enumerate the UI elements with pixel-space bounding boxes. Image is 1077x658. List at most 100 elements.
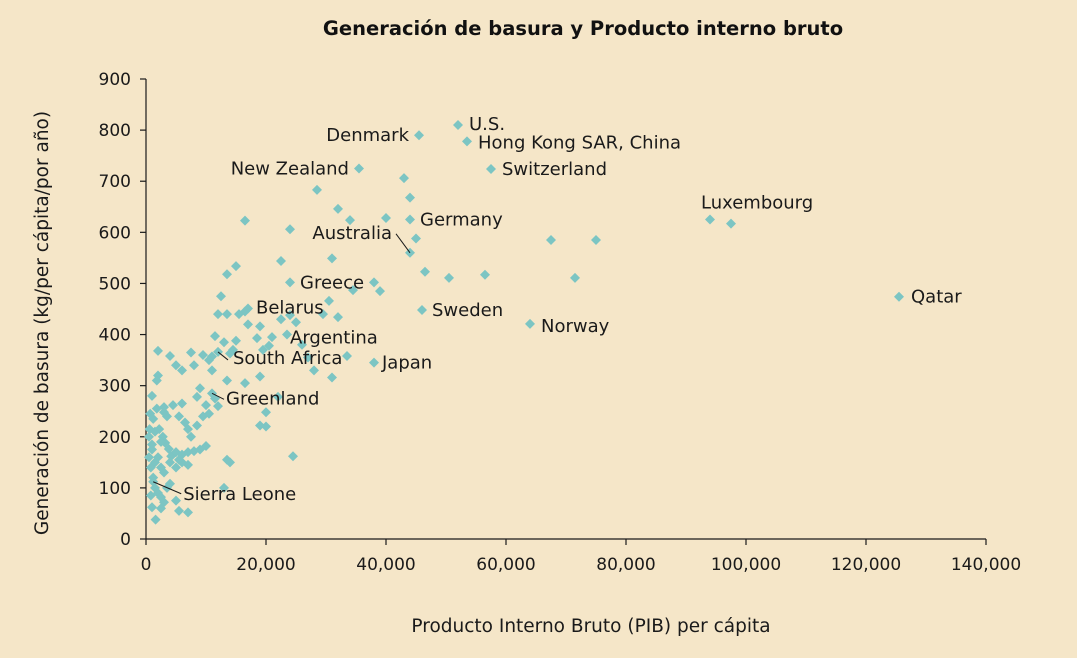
data-point [144, 452, 154, 463]
x-axis-title: Producto Interno Bruto (PIB) per cápita [411, 616, 770, 637]
labeled-data-point [369, 357, 379, 368]
data-point [216, 291, 226, 302]
data-point [303, 352, 313, 363]
data-point [222, 375, 232, 386]
data-point [177, 398, 187, 409]
data-point [252, 333, 262, 344]
data-point [285, 310, 295, 321]
data-point [151, 403, 162, 414]
data-point [570, 272, 580, 283]
labeled-data-point [453, 120, 463, 130]
data-point [324, 295, 334, 306]
data-point [174, 505, 184, 516]
label-leader-line [217, 351, 229, 361]
country-label: New Zealand [231, 158, 349, 179]
country-label: Norway [541, 316, 610, 337]
data-point [327, 372, 337, 383]
data-point [222, 269, 232, 280]
labeled-data-point [894, 291, 904, 302]
country-label: Hong Kong SAR, China [478, 132, 681, 153]
data-point [207, 365, 217, 376]
data-point [156, 503, 166, 514]
x-tick-label: 80,000 [596, 555, 655, 575]
y-tick-label: 400 [99, 326, 131, 346]
labeled-data-point [285, 277, 295, 288]
data-point [219, 482, 229, 493]
country-label: Sweden [432, 300, 503, 321]
data-point [264, 340, 274, 351]
data-point [276, 314, 286, 325]
labeled-data-point [462, 136, 472, 147]
y-tick-label: 700 [99, 172, 131, 192]
data-point [258, 344, 268, 355]
country-label: Switzerland [502, 159, 607, 180]
data-point [147, 502, 157, 513]
data-point [144, 431, 154, 442]
point-labels: U.S. Denmark Hong Kong SAR, China New Zeala… [153, 114, 962, 505]
data-point [345, 215, 355, 226]
data-point [147, 444, 157, 455]
labeled-data-point [705, 214, 715, 225]
data-point [183, 447, 193, 458]
data-point [234, 309, 244, 320]
labeled-data-point [243, 303, 253, 314]
data-point [150, 514, 161, 525]
data-point [411, 233, 421, 244]
country-label: Australia [312, 223, 392, 244]
data-point [261, 407, 271, 418]
data-point [297, 339, 307, 350]
data-point [546, 235, 556, 245]
data-point [312, 184, 322, 195]
data-point [222, 309, 232, 320]
labeled-data-point [354, 163, 364, 174]
data-point [381, 213, 391, 224]
data-point [147, 439, 157, 450]
label-leader-line [153, 481, 182, 495]
data-point [198, 411, 208, 422]
country-label: Luxembourg [701, 193, 813, 214]
data-point [225, 457, 235, 468]
x-tick-label: 100,000 [711, 555, 781, 575]
y-tick-label: 0 [120, 530, 131, 550]
country-label: U.S. [469, 114, 505, 135]
y-axis-title: Generación de basura (kg/per cápita/por … [32, 111, 53, 535]
data-point [291, 317, 301, 328]
data-point [444, 272, 454, 283]
data-point [177, 365, 187, 376]
data-point [267, 332, 277, 343]
x-tick-label: 20,000 [236, 555, 295, 575]
x-tick-label: 120,000 [831, 555, 901, 575]
data-point [159, 407, 169, 418]
data-point [154, 424, 165, 435]
data-point [183, 424, 193, 435]
data-point [189, 360, 199, 371]
data-point [153, 452, 163, 463]
country-label: Denmark [326, 125, 409, 146]
y-tick-label: 900 [99, 70, 131, 90]
data-points [144, 120, 904, 525]
data-point [276, 255, 286, 266]
data-point [342, 351, 352, 362]
data-point [171, 462, 181, 473]
axes: 0 100 200 300 400 500 600 700 800 900 0 20,000 40,00… [99, 70, 1022, 575]
label-leader-line [395, 233, 411, 254]
data-point [405, 192, 415, 203]
data-point [309, 365, 319, 376]
labeled-data-point [405, 214, 415, 225]
country-label: Sierra Leone [183, 484, 296, 505]
data-point [240, 378, 250, 389]
x-tick-label: 40,000 [356, 555, 415, 575]
x-tick-label: 0 [141, 555, 152, 575]
data-point [165, 478, 175, 489]
data-point [171, 495, 181, 506]
data-point [333, 312, 343, 323]
labeled-data-point [414, 130, 424, 141]
labeled-data-point [417, 305, 427, 316]
data-point [240, 215, 250, 226]
y-tick-label: 300 [99, 377, 131, 397]
y-tick-label: 500 [99, 274, 131, 294]
data-point [201, 400, 211, 411]
data-point [480, 269, 490, 280]
